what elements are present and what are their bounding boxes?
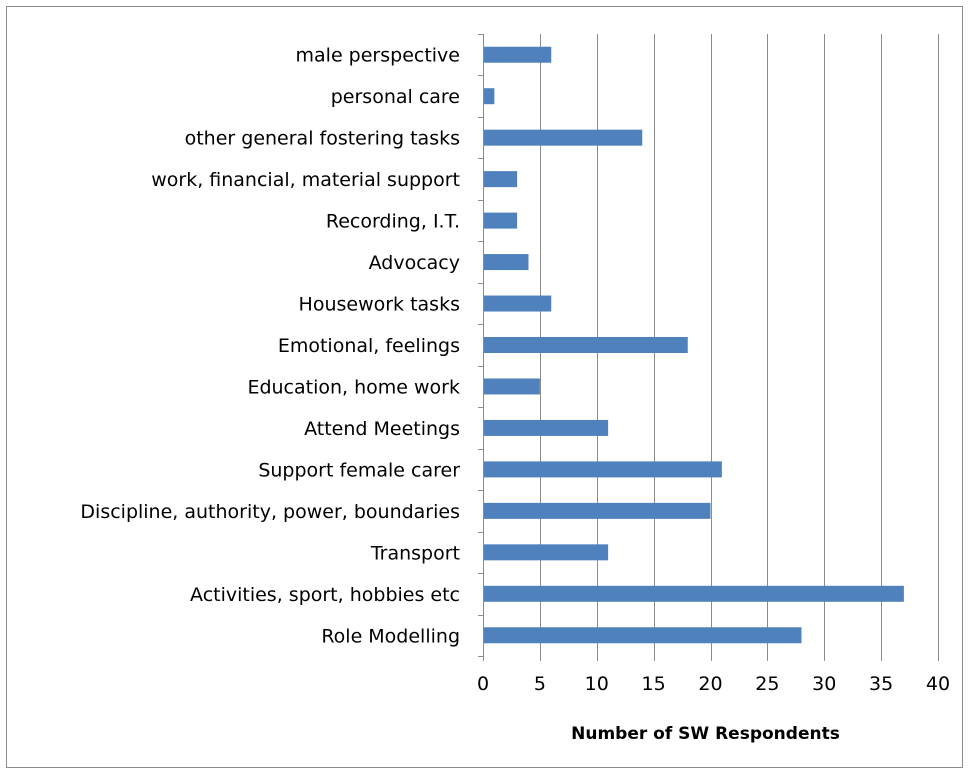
bars	[484, 46, 904, 644]
category-label: personal care	[331, 86, 460, 108]
bar	[484, 544, 609, 561]
x-tick-label: 40	[926, 673, 950, 695]
x-tick-label: 30	[812, 673, 836, 695]
category-label: Education, home work	[247, 376, 460, 398]
bar	[484, 254, 529, 271]
category-label: Housework tasks	[299, 294, 460, 316]
bar	[484, 295, 552, 312]
bar	[484, 171, 518, 188]
category-label: Discipline, authority, power, boundaries	[80, 501, 460, 523]
x-tick-label: 15	[642, 673, 666, 695]
x-axis-title: Number of SW Respondents	[571, 724, 840, 744]
bar	[484, 337, 688, 353]
bar	[484, 461, 722, 478]
bar	[484, 627, 802, 644]
x-tick-label: 35	[869, 673, 893, 695]
x-tick-label: 20	[698, 673, 722, 695]
x-tick-label: 10	[585, 673, 609, 695]
bar	[484, 378, 540, 395]
bar	[484, 502, 711, 519]
x-tick-label: 25	[755, 673, 779, 695]
bar	[484, 46, 552, 63]
category-label: Activities, sport, hobbies etc	[190, 584, 460, 606]
category-label: other general fostering tasks	[185, 128, 460, 150]
bar	[484, 88, 495, 105]
x-tick-label: 5	[534, 673, 546, 695]
bar	[484, 585, 904, 602]
category-label: work, financial, material support	[151, 169, 460, 191]
category-label: Recording, I.T.	[326, 211, 460, 233]
category-label: male perspective	[296, 45, 460, 67]
category-label: Advocacy	[369, 252, 460, 274]
category-label: Attend Meetings	[304, 418, 460, 440]
bar	[484, 212, 518, 229]
tick-labels: 0 5 10 15 20 25 30 35 40	[477, 673, 950, 695]
category-labels: male perspective personal care other gener…	[80, 45, 460, 648]
category-label: Transport	[370, 542, 460, 564]
category-label: Support female carer	[258, 459, 460, 481]
category-label: Role Modelling	[321, 625, 460, 647]
bar	[484, 419, 609, 436]
axes	[478, 34, 939, 661]
x-tick-label: 0	[477, 673, 489, 695]
bar	[484, 129, 643, 146]
category-label: Emotional, feelings	[278, 335, 460, 357]
